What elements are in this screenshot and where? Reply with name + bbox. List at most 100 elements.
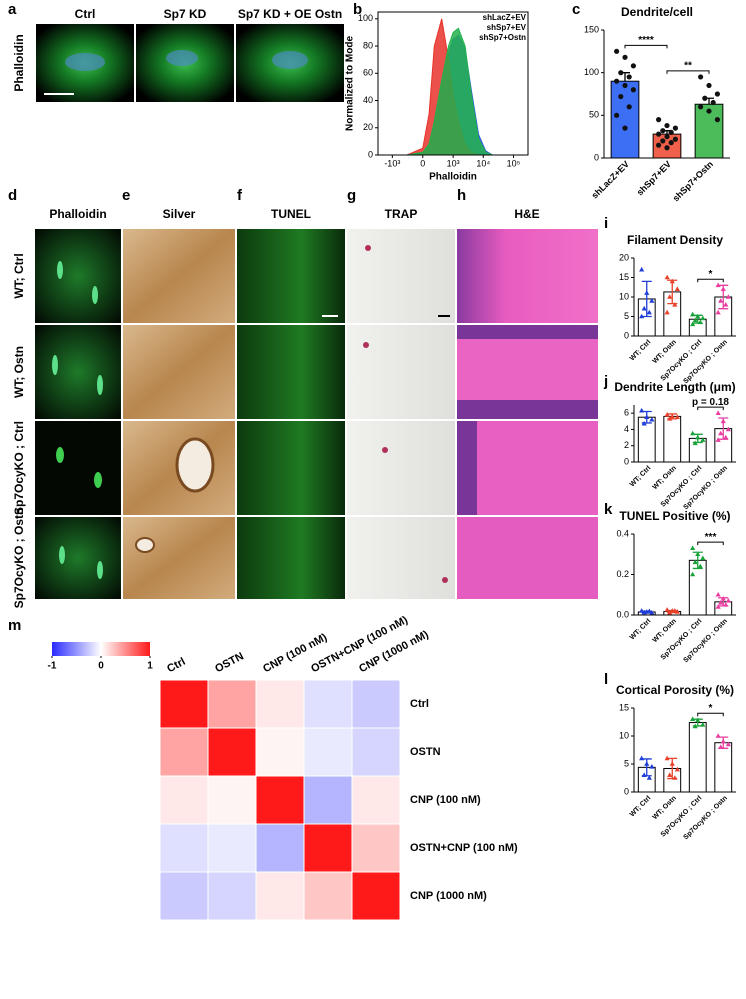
data-point xyxy=(690,571,696,577)
data-point xyxy=(714,91,721,97)
bar xyxy=(714,742,733,793)
row-label: CNP (1000 nM) xyxy=(410,890,487,902)
bar-chart: TUNEL Positive (%) 0.0 0.2 0.4 WT; Ctrl WT; O… xyxy=(616,509,736,664)
data-point xyxy=(644,414,650,420)
column-label: OSTN xyxy=(213,650,246,675)
nucleus xyxy=(166,50,198,66)
data-point xyxy=(715,410,721,415)
panel-letter: l xyxy=(604,671,608,688)
micrograph xyxy=(457,421,598,515)
data-point xyxy=(715,282,721,288)
micrograph xyxy=(35,325,121,419)
panel-letter: i xyxy=(604,215,608,232)
canal xyxy=(175,437,215,493)
y-axis-label: Normalized to Mode xyxy=(345,36,356,131)
axes xyxy=(603,30,730,159)
data-point xyxy=(618,70,624,76)
data-point xyxy=(614,48,620,54)
axes xyxy=(633,534,736,616)
y-tick-label: 0.4 xyxy=(616,528,629,538)
heatmap-cell xyxy=(351,871,401,921)
y-tick-label: 80 xyxy=(363,40,373,50)
bar xyxy=(610,80,640,159)
image-grid xyxy=(35,229,598,599)
data-point xyxy=(690,545,696,550)
data-point xyxy=(664,755,670,761)
data-point xyxy=(630,87,637,93)
row-label: Ctrl xyxy=(410,698,429,710)
y-tick-label: 5 xyxy=(624,311,629,321)
micrograph xyxy=(347,517,455,599)
heatmap-cell xyxy=(159,775,209,825)
histogram-area xyxy=(406,27,493,156)
x-tick-label: 10⁵ xyxy=(507,158,521,168)
data-point xyxy=(725,426,731,432)
bar-chart: Dendrite/cell 0 50 100 150 shLacZ+EV shSp7+EVs… xyxy=(584,5,730,203)
heatmap-cell xyxy=(303,871,353,921)
bar-chart: Cortical Porosity (%) 0 5 10 15 WT; Ctrl WT; O… xyxy=(616,683,736,841)
y-tick-label: 0.2 xyxy=(616,569,629,579)
heatmap-cell xyxy=(351,823,401,873)
column-header: Silver xyxy=(163,207,196,221)
data-point xyxy=(723,302,729,307)
heatmap-cell xyxy=(207,823,257,873)
column-phalloidin xyxy=(35,229,121,599)
y-tick-label: 15 xyxy=(619,702,629,712)
panel-letter: m xyxy=(8,617,21,634)
chart-title: Dendrite Length (μm) xyxy=(614,380,735,394)
data-point xyxy=(656,117,662,123)
data-point xyxy=(690,311,696,317)
data-point xyxy=(672,125,679,131)
micrograph xyxy=(237,517,345,599)
data-point xyxy=(706,82,712,89)
data-point xyxy=(718,744,724,749)
micrograph xyxy=(347,229,455,323)
data-point xyxy=(692,317,698,323)
data-point xyxy=(639,407,645,413)
data-point xyxy=(714,117,721,123)
micrograph xyxy=(457,229,598,323)
x-tick-label: shSp7+Ostn xyxy=(671,159,715,203)
cell xyxy=(97,375,103,395)
x-tick-label: WT; Ostn xyxy=(652,465,678,491)
data-point xyxy=(649,610,655,615)
y-tick-label: 150 xyxy=(584,24,599,34)
cell xyxy=(94,472,102,488)
data-point xyxy=(672,302,678,307)
data-point xyxy=(639,755,645,761)
significance-bracket xyxy=(697,406,724,411)
bar xyxy=(637,416,656,463)
data-point xyxy=(674,286,680,291)
data-point xyxy=(639,313,645,319)
data-point xyxy=(720,418,726,424)
significance-label: p = 0.18 xyxy=(692,397,729,408)
chart-title: TUNEL Positive (%) xyxy=(619,509,730,523)
canal xyxy=(135,537,155,553)
micrograph xyxy=(237,421,345,515)
legend-entry: shLacZ+EV xyxy=(483,13,527,22)
micrograph xyxy=(35,421,121,515)
y-tick-label: 0 xyxy=(624,330,629,340)
data-point xyxy=(649,416,655,422)
data-point xyxy=(639,608,645,613)
heatmap-cell xyxy=(303,823,353,873)
data-point xyxy=(720,286,726,291)
cell xyxy=(57,261,63,279)
y-tick-label: 40 xyxy=(363,95,373,105)
micrograph xyxy=(35,229,121,323)
heatmap-cell xyxy=(255,679,305,729)
data-point xyxy=(720,738,726,744)
column-label: Ctrl xyxy=(165,656,187,675)
data-point xyxy=(614,112,620,118)
cell xyxy=(59,546,65,564)
bar-chart: Filament Density 0 5 10 15 20 WT; Ctrl WT; Ostn… xyxy=(619,233,736,385)
row-label: WT; Ctrl xyxy=(12,253,26,298)
heatmap-cell xyxy=(255,775,305,825)
data-point xyxy=(626,74,632,80)
panel-letter: h xyxy=(457,187,466,204)
data-point xyxy=(692,559,698,565)
heatmap-cell xyxy=(207,679,257,729)
row-label: CNP (100 nM) xyxy=(410,794,481,806)
column-header: Phalloidin xyxy=(49,207,106,221)
